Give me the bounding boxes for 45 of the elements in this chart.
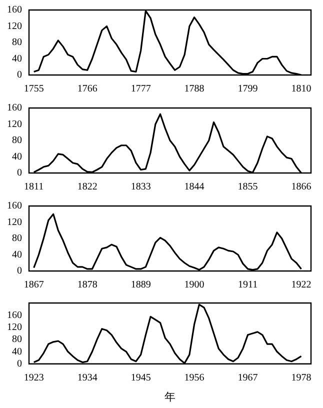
y-tick-label: 160 (7, 310, 22, 321)
x-tick-label: 1844 (184, 182, 204, 193)
y-tick-label: 80 (12, 233, 22, 244)
y-tick-label: 40 (12, 346, 22, 358)
y-tick-label: 160 (7, 102, 22, 114)
y-tick-label: 40 (12, 249, 22, 260)
y-tick-label: 120 (7, 118, 22, 130)
y-tick-label: 0 (17, 168, 22, 179)
x-tick-label: 1922 (291, 280, 312, 291)
x-tick-label: 1855 (238, 182, 258, 193)
x-tick-label: 1866 (291, 182, 312, 193)
x-tick-label: 1810 (291, 84, 312, 95)
y-tick-label: 0 (17, 358, 22, 370)
y-tick-label: 0 (17, 70, 22, 81)
x-tick-label: 1956 (184, 372, 204, 384)
x-tick-label: 1889 (130, 280, 151, 291)
x-tick-label: 1799 (238, 84, 258, 95)
x-tick-label: 1878 (77, 280, 98, 291)
x-tick-label: 1822 (77, 182, 98, 193)
y-tick-label: 160 (7, 200, 22, 212)
x-tick-label: 1945 (130, 372, 151, 384)
y-tick-label: 80 (12, 37, 22, 48)
x-tick-label: 1867 (24, 280, 44, 291)
y-tick-label: 120 (7, 216, 22, 228)
x-tick-label: 1777 (130, 84, 151, 95)
x-tick-label: 1811 (24, 182, 44, 193)
x-tick-label: 1978 (291, 372, 312, 384)
x-tick-label: 1833 (130, 182, 151, 193)
x-tick-label: 1967 (238, 372, 258, 384)
x-tick-label: 1755 (24, 84, 44, 95)
y-tick-label: 40 (12, 53, 22, 64)
y-tick-label: 120 (7, 322, 22, 333)
x-tick-label: 1900 (184, 280, 204, 291)
x-tick-label: 1788 (184, 84, 204, 95)
x-axis-title: 年 (164, 390, 176, 404)
x-tick-label: 1766 (77, 84, 98, 95)
y-tick-label: 160 (7, 4, 22, 16)
y-tick-label: 120 (7, 20, 22, 32)
y-tick-label: 80 (12, 135, 22, 146)
x-tick-label: 1923 (24, 372, 44, 384)
x-tick-label: 1911 (238, 280, 258, 291)
x-tick-label: 1934 (77, 372, 98, 384)
y-tick-label: 0 (17, 266, 22, 277)
y-tick-label: 40 (12, 151, 22, 162)
y-tick-label: 80 (12, 334, 22, 346)
